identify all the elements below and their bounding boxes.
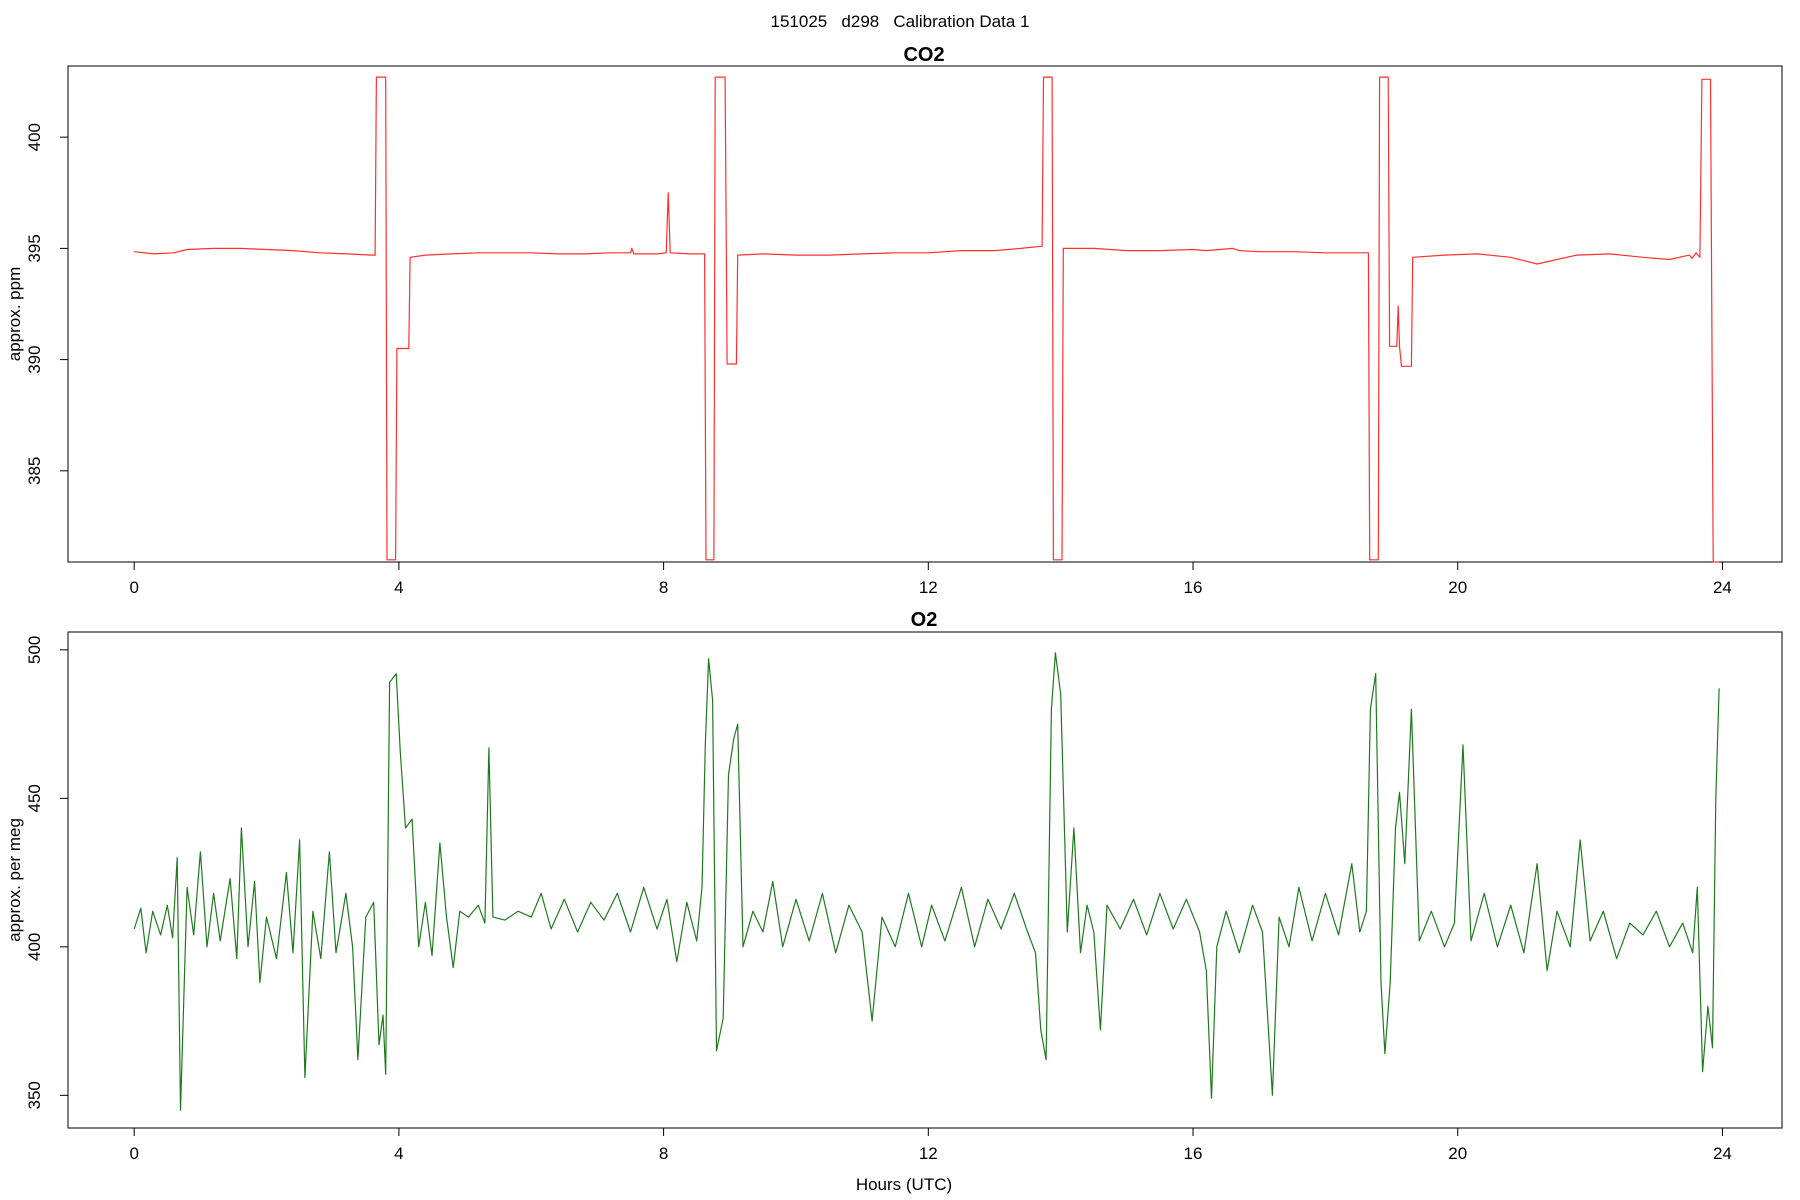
o2-y-tick-label: 500 bbox=[25, 636, 44, 664]
o2-x-tick-label: 4 bbox=[394, 1144, 403, 1163]
co2-x-tick-label: 0 bbox=[129, 578, 138, 597]
o2-x-tick-label: 12 bbox=[919, 1144, 938, 1163]
o2-x-tick-label: 20 bbox=[1448, 1144, 1467, 1163]
co2-series bbox=[134, 76, 1720, 563]
o2-x-tick-label: 24 bbox=[1713, 1144, 1732, 1163]
co2-plot-frame bbox=[67, 65, 1783, 563]
co2-x-tick-label: 20 bbox=[1448, 578, 1467, 597]
co2-x-tick-label: 24 bbox=[1713, 578, 1732, 597]
o2-panel: O2 approx. per meg Hours (UTC) 0 4 8 12 16 20… bbox=[5, 609, 1783, 1194]
o2-y-tick-label: 400 bbox=[25, 933, 44, 961]
o2-x-tick-label: 16 bbox=[1184, 1144, 1203, 1163]
co2-y-tick-label: 390 bbox=[25, 345, 44, 373]
co2-x-tick-label: 12 bbox=[919, 578, 938, 597]
co2-panel: CO2 approx. ppm 0 4 8 12 16 20 24 385 390 395 400 bbox=[5, 44, 1783, 597]
o2-chart-title: O2 bbox=[911, 609, 938, 631]
o2-plot-frame bbox=[67, 631, 1783, 1129]
co2-y-tick-label: 400 bbox=[25, 123, 44, 151]
co2-series-line bbox=[134, 76, 1720, 563]
co2-y-axis: 385 390 395 400 bbox=[25, 123, 69, 485]
co2-y-tick-label: 385 bbox=[25, 457, 44, 485]
co2-x-tick-label: 8 bbox=[659, 578, 668, 597]
co2-y-axis-label: approx. ppm bbox=[5, 267, 24, 362]
o2-x-axis: 0 4 8 12 16 20 24 bbox=[129, 1127, 1732, 1163]
o2-y-axis: 350 400 450 500 bbox=[25, 636, 69, 1110]
co2-x-tick-label: 4 bbox=[394, 578, 403, 597]
co2-x-axis: 0 4 8 12 16 20 24 bbox=[129, 561, 1732, 597]
page-title: 151025 d298 Calibration Data 1 bbox=[771, 12, 1030, 31]
o2-y-tick-label: 450 bbox=[25, 784, 44, 812]
co2-y-tick-label: 395 bbox=[25, 234, 44, 262]
o2-series-line bbox=[133, 652, 1720, 1111]
o2-x-axis-label: Hours (UTC) bbox=[856, 1175, 952, 1194]
o2-x-tick-label: 0 bbox=[129, 1144, 138, 1163]
o2-y-axis-label: approx. per meg bbox=[5, 818, 24, 942]
o2-y-tick-label: 350 bbox=[25, 1081, 44, 1109]
o2-series bbox=[133, 652, 1720, 1111]
co2-x-tick-label: 16 bbox=[1184, 578, 1203, 597]
co2-chart-title: CO2 bbox=[903, 44, 944, 66]
o2-x-tick-label: 8 bbox=[659, 1144, 668, 1163]
